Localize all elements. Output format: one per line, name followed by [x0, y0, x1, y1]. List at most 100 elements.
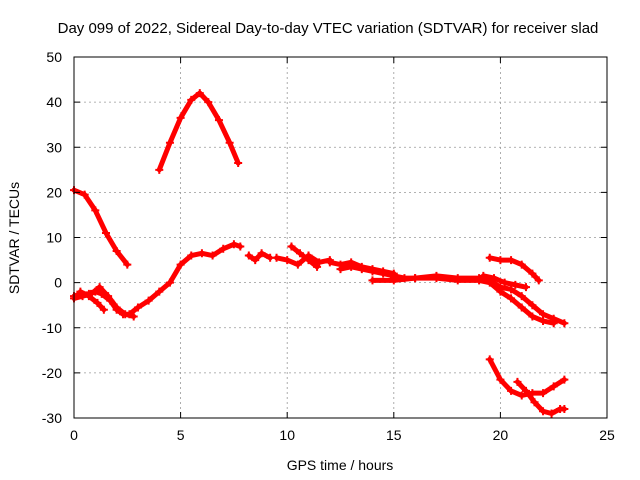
- data-point: [336, 265, 345, 274]
- series-track-14: [485, 253, 543, 285]
- data-point: [283, 256, 292, 265]
- data-point: [133, 303, 142, 312]
- data-point: [325, 258, 334, 267]
- data-point: [257, 249, 266, 258]
- data-point: [511, 280, 520, 289]
- y-tick-label: 0: [54, 275, 62, 291]
- data-point: [496, 256, 505, 265]
- data-point: [379, 269, 388, 278]
- data-point: [534, 276, 543, 285]
- series-track-6: [244, 249, 275, 265]
- data-point: [80, 190, 89, 199]
- x-tick-label: 10: [279, 427, 295, 443]
- series-track-5: [76, 287, 108, 314]
- data-point: [93, 298, 102, 307]
- series-track: [71, 187, 130, 268]
- data-point: [560, 319, 569, 328]
- data-point: [479, 271, 488, 280]
- data-point: [187, 251, 196, 260]
- data-point: [539, 407, 548, 416]
- data-point: [357, 265, 366, 274]
- data-point: [539, 316, 548, 325]
- data-point: [176, 260, 185, 269]
- data-point: [234, 159, 243, 168]
- data-point: [112, 247, 121, 256]
- data-point: [517, 260, 526, 269]
- data-points: [70, 89, 569, 418]
- data-point: [539, 389, 548, 398]
- data-point: [165, 278, 174, 287]
- y-tick-label: -10: [42, 320, 62, 336]
- data-point: [560, 375, 569, 384]
- series-track: [288, 244, 320, 270]
- data-point: [155, 287, 164, 296]
- y-tick-label: 50: [46, 49, 62, 65]
- data-point: [129, 312, 138, 321]
- data-point: [507, 294, 516, 303]
- data-point: [368, 276, 377, 285]
- data-point: [432, 274, 441, 283]
- data-point: [214, 116, 223, 125]
- data-point: [84, 292, 93, 301]
- data-point: [287, 242, 296, 251]
- data-point: [121, 310, 130, 319]
- data-point: [315, 258, 324, 267]
- data-point: [490, 274, 499, 283]
- data-point: [244, 251, 253, 260]
- series-track-16: [513, 377, 569, 418]
- data-point: [251, 256, 260, 265]
- data-point: [549, 382, 558, 391]
- data-point: [530, 398, 539, 407]
- data-point: [517, 391, 526, 400]
- data-point: [272, 253, 281, 262]
- data-point: [76, 287, 85, 296]
- series-track-13: [479, 271, 530, 292]
- series-track-12: [368, 274, 558, 328]
- series-track-8: [287, 242, 322, 271]
- series-track-3: [70, 240, 245, 319]
- y-axis-label: SDTVAR / TECUs: [6, 182, 22, 294]
- y-tick-label: 20: [46, 184, 62, 200]
- data-point: [187, 95, 196, 104]
- data-point: [453, 276, 462, 285]
- data-point: [236, 242, 245, 251]
- data-point: [539, 310, 548, 319]
- series-track-2: [155, 89, 243, 174]
- x-axis-label: GPS time / hours: [287, 457, 394, 473]
- x-tick-labels: 0 5 10 15 20 25: [70, 427, 615, 443]
- data-point: [91, 206, 100, 215]
- data-point: [101, 228, 110, 237]
- data-point: [485, 253, 494, 262]
- data-point: [144, 296, 153, 305]
- data-point: [521, 283, 530, 292]
- y-tick-label: -30: [42, 410, 62, 426]
- data-point: [368, 267, 377, 276]
- data-point: [295, 249, 304, 258]
- y-tick-label: -20: [42, 365, 62, 381]
- data-point: [95, 283, 104, 292]
- data-point: [549, 319, 558, 328]
- data-point: [547, 409, 556, 418]
- data-point: [507, 386, 516, 395]
- series-track: [77, 289, 107, 313]
- data-point: [517, 292, 526, 301]
- data-point: [475, 276, 484, 285]
- data-point: [313, 262, 322, 271]
- data-point: [528, 269, 537, 278]
- data-point: [496, 375, 505, 384]
- data-point: [507, 256, 516, 265]
- series-track-1: [70, 186, 132, 269]
- data-point: [485, 355, 494, 364]
- x-tick-label: 20: [493, 427, 509, 443]
- data-point: [176, 113, 185, 122]
- data-point: [528, 312, 537, 321]
- data-point: [496, 287, 505, 296]
- y-tick-label: 40: [46, 94, 62, 110]
- data-point: [155, 165, 164, 174]
- data-point: [99, 305, 108, 314]
- data-point: [485, 278, 494, 287]
- x-tick-label: 5: [177, 427, 185, 443]
- data-point: [411, 274, 420, 283]
- y-tick-label: 30: [46, 139, 62, 155]
- data-point: [197, 249, 206, 258]
